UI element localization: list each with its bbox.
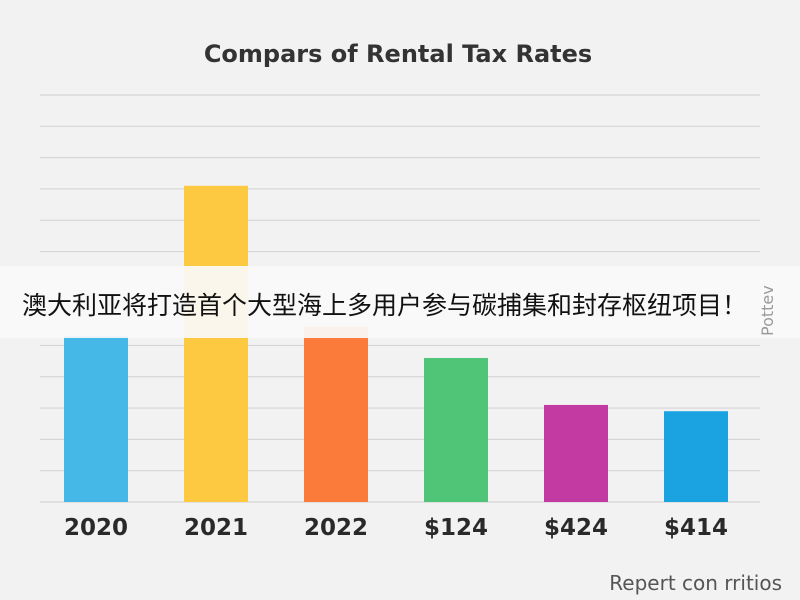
category-label: 2022 — [304, 515, 368, 541]
category-labels: 2020 2021 2022 $124 $424 $414 — [64, 515, 728, 541]
category-label: $414 — [664, 515, 728, 541]
bar — [184, 185, 248, 503]
bar — [64, 336, 128, 502]
bar — [424, 357, 488, 502]
side-watermark: Pottev — [758, 285, 777, 336]
footer-note: Repert con rritios — [609, 571, 782, 595]
category-label: 2020 — [64, 515, 128, 541]
bar — [544, 404, 608, 502]
chart-title: Compars of Rental Tax Rates — [204, 40, 592, 68]
bars — [64, 185, 728, 503]
category-label: 2021 — [184, 515, 248, 541]
bar — [664, 411, 728, 502]
bar — [304, 326, 368, 502]
category-label: $424 — [544, 515, 608, 541]
category-label: $124 — [424, 515, 488, 541]
headline-text: 澳大利亚将打造首个大型海上多用户参与碳捕集和封存枢纽项目！ — [22, 291, 748, 320]
headline-banner: 澳大利亚将打造首个大型海上多用户参与碳捕集和封存枢纽项目！ — [0, 266, 800, 338]
